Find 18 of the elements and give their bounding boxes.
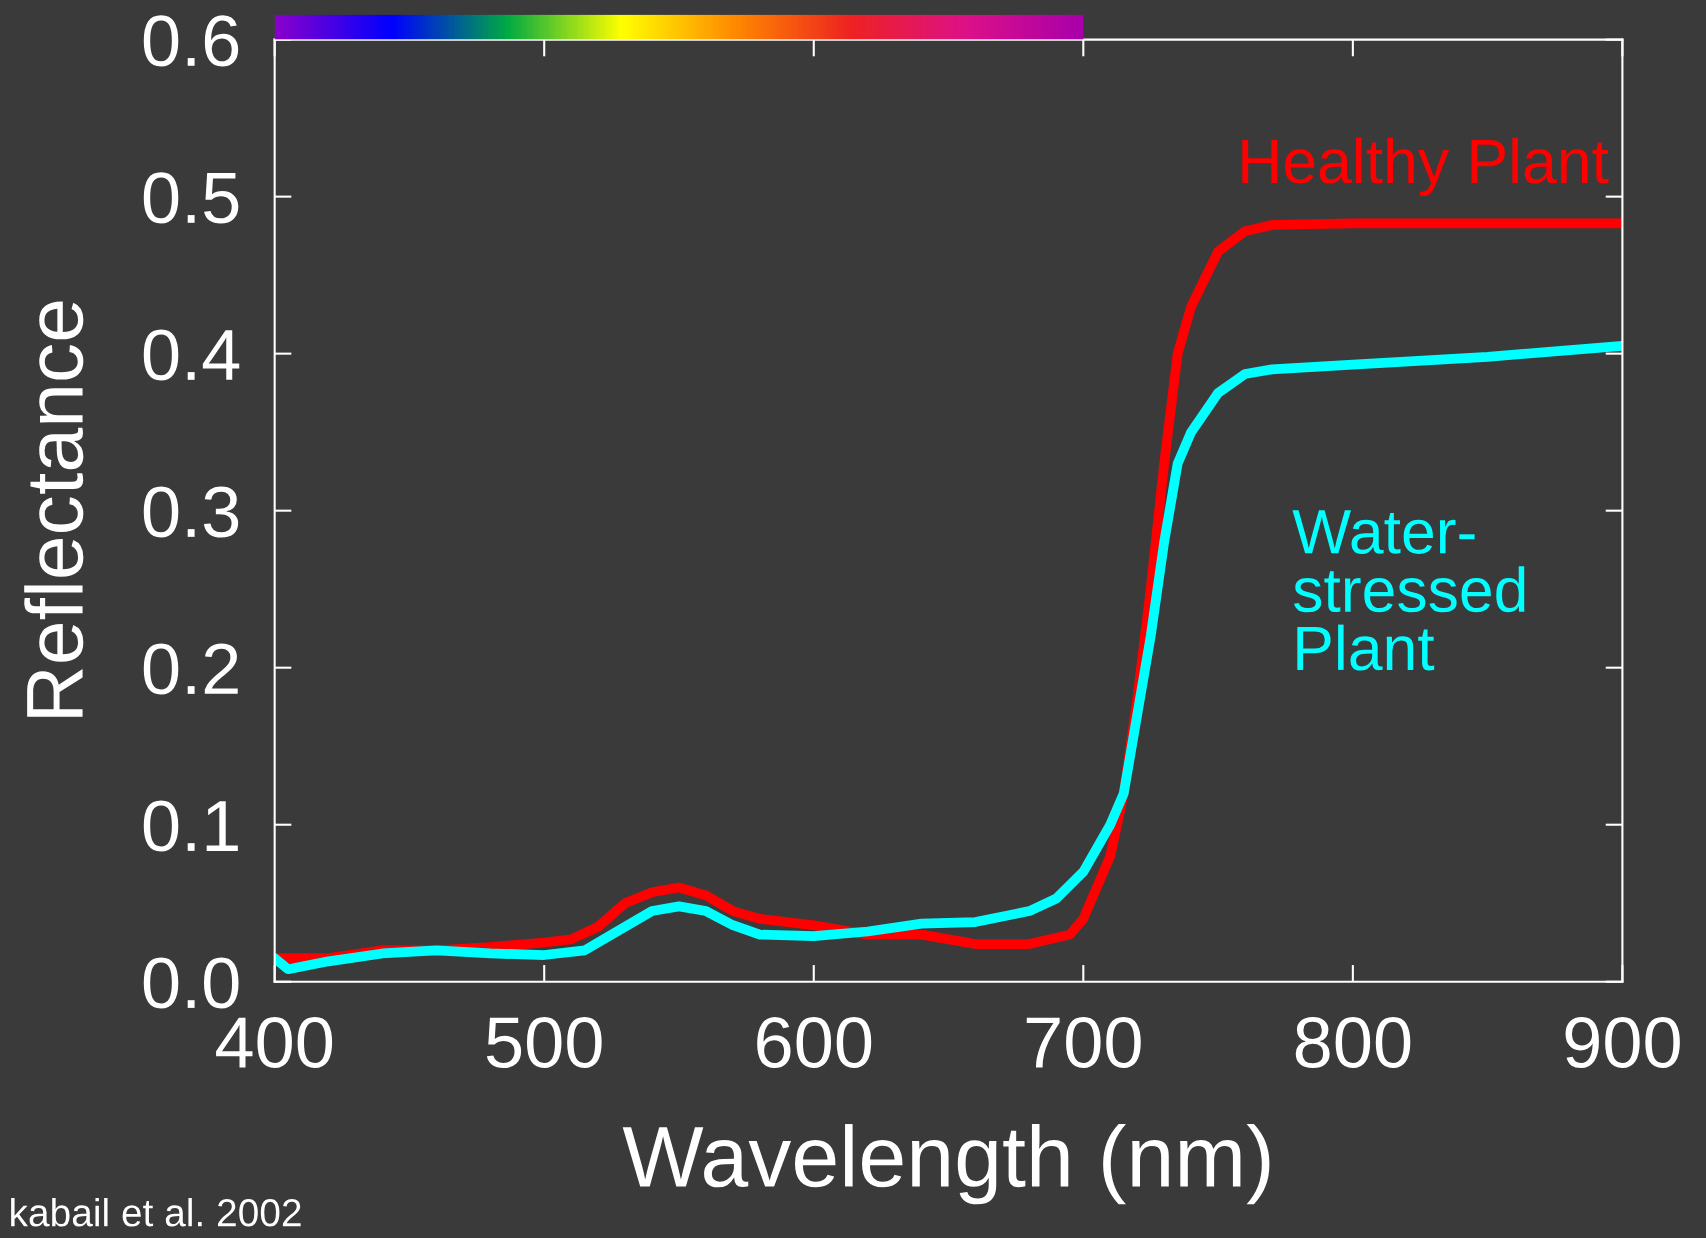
x-axis-title: Wavelength (nm) xyxy=(622,1124,1270,1205)
y-tick-label: 0.2 xyxy=(143,643,238,695)
x-tick-label: 900 xyxy=(1565,1016,1680,1069)
x-tick-label: 700 xyxy=(1026,1016,1141,1069)
y-tick-label: 0.6 xyxy=(143,15,239,67)
y-tick-label: 0.0 xyxy=(143,957,239,1009)
y-tick-label: 0.1 xyxy=(143,800,238,852)
x-tick-label: 800 xyxy=(1295,1016,1411,1069)
y-tick-label: 0.4 xyxy=(143,329,240,381)
x-tick-label: 500 xyxy=(486,1016,602,1069)
y-axis-title: Reflectance xyxy=(24,301,84,717)
x-tick-label: 400 xyxy=(216,1016,333,1069)
series-label: Healthy Plant xyxy=(1242,137,1609,196)
text: kabail et al. 2002 xyxy=(11,1198,301,1227)
series-label: Water- stressed Plant xyxy=(1292,510,1525,671)
y-tick-label: 0.5 xyxy=(143,172,239,224)
y-tick-label: 0.3 xyxy=(143,486,239,538)
x-tick-label: 600 xyxy=(757,1016,872,1069)
